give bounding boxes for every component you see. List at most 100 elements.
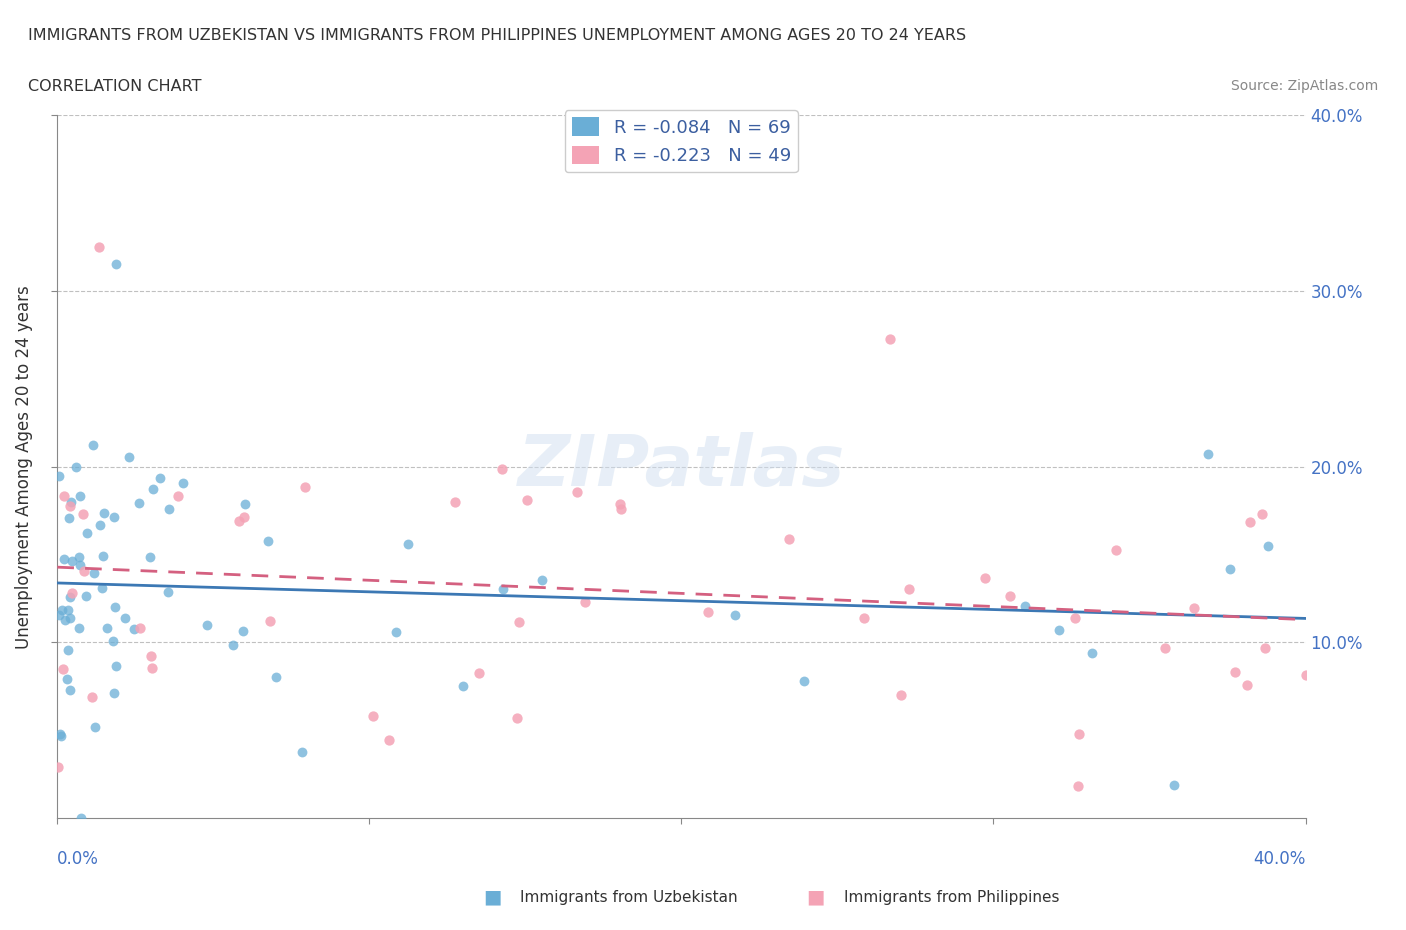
Point — [1182, 601, 1205, 616]
Point — [1105, 543, 1128, 558]
Text: 0.0%: 0.0% — [58, 850, 100, 868]
Point — [141, 648, 163, 663]
Point — [104, 658, 127, 673]
Point — [567, 485, 589, 499]
Point — [83, 565, 105, 580]
Point — [67, 621, 90, 636]
Point — [103, 634, 125, 649]
Point — [51, 603, 73, 618]
Point — [609, 501, 631, 516]
Point — [228, 513, 250, 528]
Point — [363, 709, 385, 724]
Point — [1239, 514, 1261, 529]
Point — [52, 488, 75, 503]
Point — [114, 610, 136, 625]
Point — [93, 505, 115, 520]
Point — [69, 557, 91, 572]
Point — [96, 620, 118, 635]
Point — [778, 532, 800, 547]
Point — [1236, 678, 1258, 693]
Point — [55, 671, 77, 686]
Point — [49, 728, 72, 743]
Text: ■: ■ — [806, 887, 825, 906]
Point — [256, 534, 278, 549]
Point — [104, 600, 127, 615]
Point — [59, 610, 82, 625]
Point — [157, 501, 180, 516]
Point — [1295, 668, 1317, 683]
Point — [118, 449, 141, 464]
Point — [516, 493, 538, 508]
Point — [1254, 641, 1277, 656]
Point — [294, 479, 316, 494]
Point — [508, 615, 530, 630]
Point — [232, 623, 254, 638]
Point — [59, 590, 82, 604]
Point — [233, 497, 256, 512]
Point — [259, 613, 281, 628]
Point — [1163, 777, 1185, 792]
Point — [128, 621, 150, 636]
Point — [491, 582, 513, 597]
Text: ZIPatlas: ZIPatlas — [517, 432, 845, 501]
Point — [1067, 778, 1090, 793]
Text: IMMIGRANTS FROM UZBEKISTAN VS IMMIGRANTS FROM PHILIPPINES UNEMPLOYMENT AMONG AGE: IMMIGRANTS FROM UZBEKISTAN VS IMMIGRANTS… — [28, 28, 966, 43]
Text: 40.0%: 40.0% — [1253, 850, 1306, 868]
Point — [60, 495, 83, 510]
Point — [103, 686, 125, 701]
Point — [103, 510, 125, 525]
Point — [128, 496, 150, 511]
Point — [1047, 623, 1070, 638]
Point — [48, 607, 70, 622]
Point — [56, 603, 79, 618]
Point — [60, 585, 83, 600]
Point — [49, 727, 72, 742]
Point — [59, 683, 82, 698]
Point — [89, 517, 111, 532]
Point — [149, 471, 172, 485]
Point — [75, 588, 97, 603]
Y-axis label: Unemployment Among Ages 20 to 24 years: Unemployment Among Ages 20 to 24 years — [15, 285, 32, 648]
Point — [890, 687, 912, 702]
Point — [141, 660, 163, 675]
Point — [156, 584, 179, 599]
Text: Immigrants from Uzbekistan: Immigrants from Uzbekistan — [520, 890, 738, 905]
Point — [506, 711, 529, 725]
Point — [468, 666, 491, 681]
Point — [58, 511, 80, 525]
Point — [852, 611, 875, 626]
Point — [453, 678, 475, 693]
Point — [91, 549, 114, 564]
Point — [291, 744, 314, 759]
Point — [1154, 641, 1177, 656]
Point — [1000, 589, 1022, 604]
Point — [166, 488, 188, 503]
Point — [724, 607, 747, 622]
Point — [48, 760, 70, 775]
Point — [574, 594, 596, 609]
Point — [58, 498, 80, 513]
Point — [65, 459, 87, 474]
Legend: R = -0.084   N = 69, R = -0.223   N = 49: R = -0.084 N = 69, R = -0.223 N = 49 — [565, 110, 799, 172]
Point — [378, 733, 401, 748]
Point — [84, 720, 107, 735]
Point — [491, 461, 513, 476]
Point — [73, 564, 96, 578]
Point — [222, 638, 245, 653]
Point — [82, 438, 104, 453]
Point — [67, 550, 90, 565]
Point — [396, 536, 419, 551]
Point — [697, 604, 720, 619]
Point — [55, 612, 77, 627]
Point — [879, 331, 901, 346]
Point — [72, 507, 94, 522]
Point — [1197, 446, 1219, 461]
Point — [52, 551, 75, 566]
Point — [105, 256, 128, 271]
Point — [385, 624, 408, 639]
Point — [793, 673, 815, 688]
Point — [69, 811, 91, 826]
Point — [609, 497, 631, 512]
Point — [1219, 562, 1241, 577]
Point — [51, 661, 73, 676]
